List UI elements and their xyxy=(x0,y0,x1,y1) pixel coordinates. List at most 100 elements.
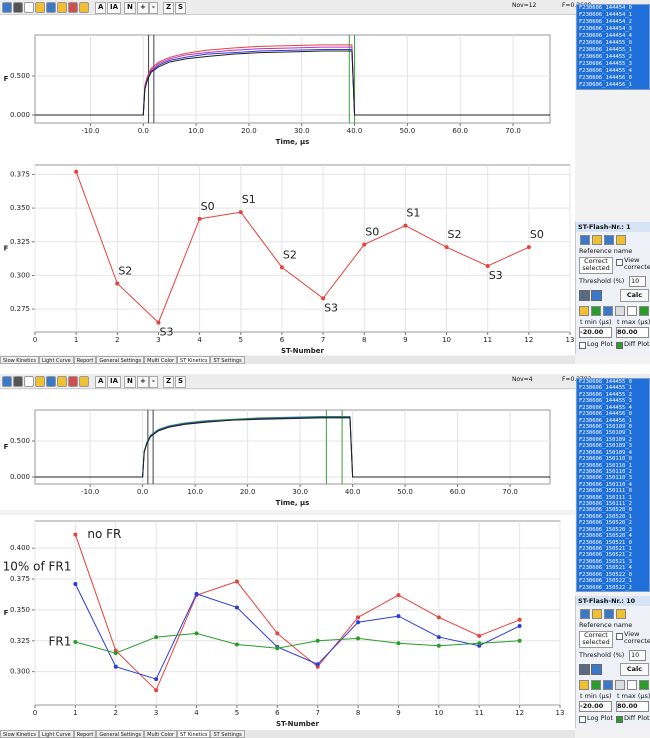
file-item[interactable]: F230606_150110_0 xyxy=(579,456,632,463)
file-item[interactable]: F230606_144454_4 xyxy=(579,33,632,39)
panel-icon[interactable] xyxy=(616,235,626,245)
panel-icon[interactable] xyxy=(579,290,590,301)
file-item[interactable]: F230606_144454_2 xyxy=(579,19,632,25)
toolbar-button[interactable]: - xyxy=(149,376,158,388)
tab[interactable]: General Settings xyxy=(96,356,145,364)
checkbox[interactable] xyxy=(579,716,586,723)
file-item[interactable]: F230606_144455_4 xyxy=(579,68,632,74)
toolbar-button[interactable]: N xyxy=(124,2,136,14)
file-item[interactable]: F230606_144455_2 xyxy=(579,391,632,398)
file-item[interactable]: F230606_150110_1 xyxy=(579,462,632,469)
file-item[interactable]: F230606_150520_3 xyxy=(579,526,632,533)
toolbar-button[interactable]: + xyxy=(137,2,149,14)
panel-icon[interactable] xyxy=(603,306,613,316)
panel-icon[interactable] xyxy=(639,680,649,690)
toolbar-button[interactable]: IA xyxy=(107,376,122,388)
file-item[interactable]: F230606_150520_0 xyxy=(579,507,632,514)
toolbar-icon[interactable] xyxy=(57,376,67,387)
tab[interactable]: Slow Kinetics xyxy=(0,730,39,738)
file-item[interactable]: F230606_150522_1 xyxy=(579,578,632,585)
panel-icon[interactable] xyxy=(591,680,601,690)
panel-icon[interactable] xyxy=(592,235,602,245)
file-item[interactable]: F230606_144456_1 xyxy=(579,417,632,424)
toolbar-icon[interactable] xyxy=(35,376,45,387)
toolbar-icon[interactable] xyxy=(35,2,45,13)
panel-icon[interactable] xyxy=(604,235,614,245)
file-item[interactable]: F230606_150521_1 xyxy=(579,546,632,553)
calc-button[interactable]: Calc xyxy=(620,289,649,302)
toolbar-icon[interactable] xyxy=(46,376,56,387)
toolbar-button[interactable]: A xyxy=(95,2,107,14)
tab[interactable]: General Settings xyxy=(96,730,145,738)
tab[interactable]: ST Settings xyxy=(210,730,245,738)
file-item[interactable]: F230606_150111_1 xyxy=(579,494,632,501)
toolbar-button[interactable]: A xyxy=(95,376,107,388)
file-item[interactable]: F230606_144456_0 xyxy=(579,411,632,418)
tab[interactable]: Light Curve xyxy=(38,356,74,364)
panel-icon[interactable] xyxy=(580,609,590,619)
tmax-input[interactable]: 80.00 xyxy=(616,327,649,338)
tab[interactable]: Multi Color xyxy=(144,356,178,364)
tmax-input[interactable]: 80.00 xyxy=(616,701,649,712)
panel-icon[interactable] xyxy=(591,306,601,316)
toolbar-icon[interactable] xyxy=(46,2,56,13)
tmin-input[interactable]: -20.00 xyxy=(579,701,612,712)
file-item[interactable]: F230606_144454_3 xyxy=(579,26,632,32)
file-item[interactable]: F230606_144456_0 xyxy=(579,75,632,81)
file-item[interactable]: F230606_144456_1 xyxy=(579,82,632,88)
toolbar-icon[interactable] xyxy=(2,376,12,387)
tab[interactable]: Slow Kinetics xyxy=(0,356,39,364)
toolbar-button[interactable]: - xyxy=(149,2,158,14)
tab[interactable]: ST Kinetics xyxy=(177,730,211,738)
file-item[interactable]: F230606_144455_3 xyxy=(579,398,632,405)
file-item[interactable]: F230606_144454_1 xyxy=(579,12,632,18)
panel-icon[interactable] xyxy=(579,306,589,316)
file-item[interactable]: F230606_150520_1 xyxy=(579,513,632,520)
file-item[interactable]: F230606_150109_0 xyxy=(579,423,632,430)
checkbox[interactable] xyxy=(579,342,586,349)
correct-button[interactable]: Correct selected xyxy=(579,257,613,274)
panel-icon[interactable] xyxy=(592,609,602,619)
toolbar-icon[interactable] xyxy=(24,2,34,13)
file-item[interactable]: F230606_150111_2 xyxy=(579,501,632,508)
checkbox[interactable] xyxy=(616,259,623,266)
tab[interactable]: Light Curve xyxy=(38,730,74,738)
panel-icon[interactable] xyxy=(615,306,625,316)
tab[interactable]: Multi Color xyxy=(144,730,178,738)
file-item[interactable]: F230606_144455_4 xyxy=(579,404,632,411)
file-item[interactable]: F230606_144455_1 xyxy=(579,47,632,53)
tab[interactable]: Report xyxy=(73,356,97,364)
toolbar-button[interactable]: Z xyxy=(163,376,175,388)
file-item[interactable]: F230606_150111_0 xyxy=(579,488,632,495)
checkbox[interactable] xyxy=(616,633,623,640)
toolbar-icon[interactable] xyxy=(68,2,78,13)
file-item[interactable]: F230606_150520_4 xyxy=(579,533,632,540)
panel-icon[interactable] xyxy=(627,680,637,690)
panel-icon[interactable] xyxy=(603,680,613,690)
toolbar-icon[interactable] xyxy=(24,376,34,387)
checkbox[interactable] xyxy=(616,342,623,349)
file-item[interactable]: F230606_150109_2 xyxy=(579,436,632,443)
panel-icon[interactable] xyxy=(579,664,590,675)
correct-button[interactable]: Correct selected xyxy=(579,631,613,648)
threshold-input[interactable]: 10 xyxy=(629,650,646,661)
file-item[interactable]: F230606_150522_0 xyxy=(579,571,632,578)
panel-icon[interactable] xyxy=(627,306,637,316)
file-item[interactable]: F230606_150110_4 xyxy=(579,481,632,488)
file-item[interactable]: F230606_144455_0 xyxy=(579,379,632,385)
toolbar-button[interactable]: + xyxy=(137,376,149,388)
toolbar-icon[interactable] xyxy=(79,2,89,13)
toolbar-button[interactable]: S xyxy=(175,2,187,14)
panel-icon[interactable] xyxy=(616,609,626,619)
toolbar-icon[interactable] xyxy=(13,376,23,387)
panel-icon[interactable] xyxy=(579,680,589,690)
file-item[interactable]: F230606_144454_0 xyxy=(579,5,632,11)
file-item[interactable]: F230606_150109_4 xyxy=(579,449,632,456)
toolbar-icon[interactable] xyxy=(79,376,89,387)
file-item[interactable]: F230606_150521_3 xyxy=(579,558,632,565)
file-item[interactable]: F230606_150109_3 xyxy=(579,443,632,450)
toolbar-button[interactable]: S xyxy=(175,376,187,388)
panel-icon[interactable] xyxy=(604,609,614,619)
toolbar-button[interactable]: Z xyxy=(163,2,175,14)
toolbar-icon[interactable] xyxy=(68,376,78,387)
